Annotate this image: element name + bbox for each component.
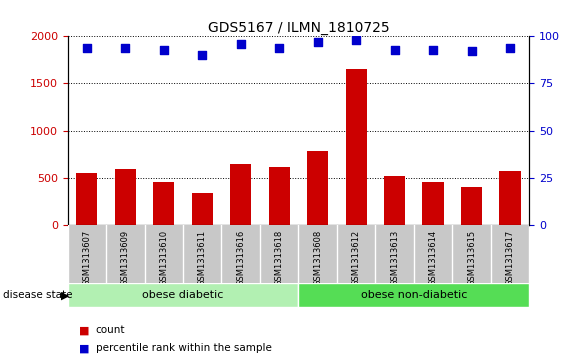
Text: obese diabetic: obese diabetic — [142, 290, 224, 300]
Text: ■: ■ — [79, 325, 90, 335]
Text: GSM1313618: GSM1313618 — [275, 230, 284, 286]
Point — [159, 46, 168, 52]
Bar — [298, 283, 529, 307]
Point — [506, 45, 515, 50]
Bar — [422, 182, 444, 225]
Point — [236, 41, 245, 47]
Text: ■: ■ — [79, 343, 90, 354]
Point — [390, 46, 399, 52]
Point — [198, 52, 207, 58]
Text: GSM1313607: GSM1313607 — [82, 230, 91, 286]
Bar — [68, 283, 298, 307]
Point — [428, 46, 437, 52]
Bar — [269, 167, 290, 225]
Bar — [384, 176, 405, 225]
Point — [82, 45, 91, 50]
Bar — [153, 182, 175, 225]
Point — [120, 45, 129, 50]
Point — [467, 49, 476, 54]
Text: GSM1313612: GSM1313612 — [352, 230, 360, 286]
Text: disease state: disease state — [3, 290, 72, 300]
Bar — [499, 171, 521, 225]
Bar — [230, 164, 251, 225]
Text: GSM1313611: GSM1313611 — [198, 230, 207, 286]
Text: GSM1313613: GSM1313613 — [390, 230, 399, 286]
Text: GSM1313615: GSM1313615 — [467, 230, 476, 286]
Text: ▶: ▶ — [61, 291, 69, 301]
Point — [313, 39, 322, 45]
Text: obese non-diabetic: obese non-diabetic — [361, 290, 467, 300]
Title: GDS5167 / ILMN_1810725: GDS5167 / ILMN_1810725 — [208, 21, 389, 35]
Text: GSM1313609: GSM1313609 — [121, 230, 129, 286]
Point — [275, 45, 284, 50]
Text: count: count — [96, 325, 125, 335]
Text: GSM1313616: GSM1313616 — [236, 230, 245, 286]
Bar — [307, 151, 328, 225]
Text: percentile rank within the sample: percentile rank within the sample — [96, 343, 271, 354]
Bar — [115, 170, 136, 225]
Bar — [68, 225, 529, 283]
Bar — [346, 69, 367, 225]
Bar — [461, 187, 482, 225]
Point — [351, 37, 360, 43]
Bar — [191, 193, 213, 225]
Bar — [76, 173, 97, 225]
Text: GSM1313614: GSM1313614 — [428, 230, 437, 286]
Text: GSM1313610: GSM1313610 — [159, 230, 168, 286]
Text: GSM1313617: GSM1313617 — [506, 230, 515, 286]
Text: GSM1313608: GSM1313608 — [313, 230, 322, 286]
